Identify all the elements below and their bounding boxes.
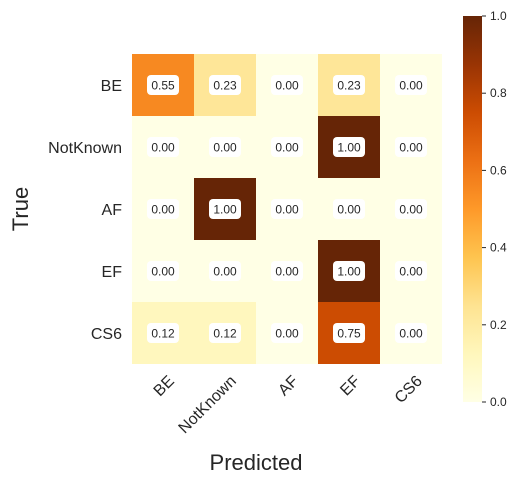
cell-value-label: 0.23 — [213, 79, 237, 93]
annotation-box — [395, 137, 427, 157]
cell-value-label: 0.00 — [399, 79, 423, 93]
annotation-box — [147, 199, 179, 219]
cell-value-label: 0.00 — [399, 141, 423, 155]
cell-value-label: 0.12 — [213, 327, 237, 341]
colorbar-tick-label: 0.2 — [490, 318, 507, 332]
x-tick-label: BE — [151, 373, 178, 400]
x-tick-label: AF — [275, 373, 302, 400]
cell-value-label: 1.00 — [337, 265, 361, 279]
annotation-box — [395, 199, 427, 219]
x-tick-label: EF — [337, 373, 364, 400]
colorbar-tick-label: 0.0 — [490, 395, 507, 409]
annotation-box — [147, 323, 179, 343]
annotation-box — [271, 323, 303, 343]
cell-value-label: 1.00 — [337, 141, 361, 155]
annotation-box — [147, 75, 179, 95]
y-tick-label: AF — [102, 202, 123, 219]
annotation-box — [333, 137, 365, 157]
annotation-box — [333, 199, 365, 219]
colorbar-tick-label: 0.8 — [490, 86, 507, 100]
cell-value-label: 0.00 — [399, 203, 423, 217]
colorbar-tick-label: 0.4 — [490, 241, 507, 255]
annotation-box — [271, 75, 303, 95]
annotation-box — [395, 261, 427, 281]
colorbar-ticks: 0.0 0.2 0.4 0.6 0.8 1.0 — [482, 9, 507, 409]
annotation-box — [271, 199, 303, 219]
annotation-box — [147, 261, 179, 281]
cell-value-label: 0.00 — [213, 141, 237, 155]
cell-value-label: 0.00 — [275, 79, 299, 93]
x-tick-label: CS6 — [392, 373, 426, 407]
cell-value-label: 0.75 — [337, 327, 361, 341]
annotation-box — [209, 261, 241, 281]
cell-value-label: 0.00 — [275, 327, 299, 341]
cell-value-label: 0.00 — [275, 203, 299, 217]
cell-value-label: 0.00 — [213, 265, 237, 279]
cell-value-label: 0.23 — [337, 79, 361, 93]
y-axis-label: True — [8, 187, 33, 231]
colorbar — [463, 16, 482, 402]
cell-value-label: 0.00 — [337, 203, 361, 217]
annotation-box — [333, 323, 365, 343]
cell-value-label: 0.00 — [151, 265, 175, 279]
cell-value-label: 0.00 — [275, 265, 299, 279]
heatmap-cells — [132, 54, 442, 364]
cell-value-label: 1.00 — [213, 203, 237, 217]
annotation-box — [395, 323, 427, 343]
y-tick-label: BE — [101, 78, 122, 95]
annotation-box — [333, 261, 365, 281]
annotation-box — [271, 261, 303, 281]
y-tick-label: NotKnown — [48, 140, 122, 157]
annotation-box — [271, 137, 303, 157]
annotation-box — [333, 75, 365, 95]
annotation-box — [209, 323, 241, 343]
annotation-box — [395, 75, 427, 95]
cell-value-label: 0.00 — [151, 141, 175, 155]
annotation-box — [147, 137, 179, 157]
y-tick-labels: BE NotKnown AF EF CS6 — [48, 78, 122, 343]
y-tick-label: EF — [102, 264, 123, 281]
colorbar-tick-label: 0.6 — [490, 163, 507, 177]
cell-value-label: 0.00 — [399, 327, 423, 341]
colorbar-tick-label: 1.0 — [490, 9, 507, 23]
y-tick-label: CS6 — [91, 326, 122, 343]
cell-value-label: 0.00 — [399, 265, 423, 279]
cell-value-label: 0.00 — [275, 141, 299, 155]
annotation-box — [209, 137, 241, 157]
annotation-box — [209, 75, 241, 95]
x-axis-label: Predicted — [210, 450, 303, 475]
cell-annotations: 0.55 0.23 0.00 0.23 0.00 0.00 0.00 0.00 1.00 0.00… — [147, 75, 427, 343]
x-tick-label: NotKnown — [176, 373, 240, 437]
cell-value-label: 0.12 — [151, 327, 175, 341]
annotation-box — [209, 199, 241, 219]
cell-value-label: 0.55 — [151, 79, 175, 93]
cell-value-label: 0.00 — [151, 203, 175, 217]
